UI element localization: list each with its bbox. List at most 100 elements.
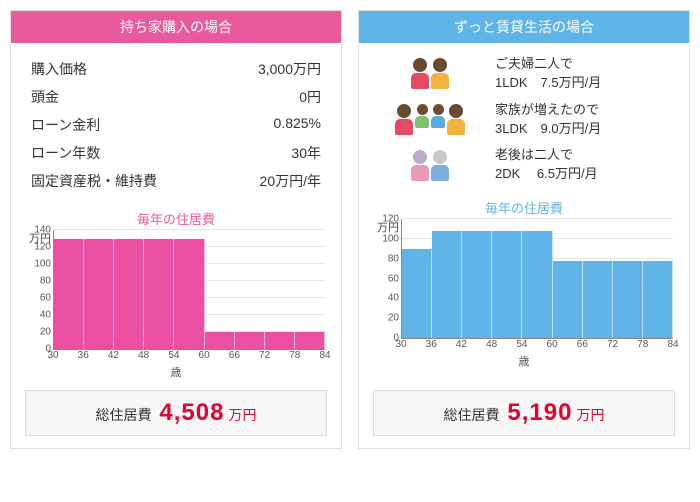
chart-plot: 020406080100120 [401, 219, 673, 339]
x-tick: 84 [319, 350, 330, 361]
total-box-rental: 総住居費 5,190万円 [373, 390, 675, 436]
y-tick: 20 [388, 313, 402, 324]
bar [492, 231, 522, 338]
x-tick: 72 [259, 350, 270, 361]
x-tick: 48 [486, 339, 497, 350]
person-icon [415, 104, 429, 135]
stat-label: ローン年数 [31, 143, 100, 163]
x-tick: 66 [577, 339, 588, 350]
x-tick: 42 [108, 350, 119, 361]
chart-owned: 毎年の住居費 万円 020406080100120140 30364248546… [27, 209, 325, 380]
bar [265, 332, 295, 349]
x-tick: 78 [289, 350, 300, 361]
family-icon-group [375, 58, 485, 89]
x-tick: 78 [637, 339, 648, 350]
bar [522, 231, 552, 338]
y-tick: 40 [40, 310, 54, 321]
chart-title: 毎年の住居費 [375, 198, 673, 217]
y-tick: 100 [382, 233, 402, 244]
stage-line1: ご夫婦二人で [495, 55, 601, 74]
person-icon [411, 150, 429, 181]
y-tick: 120 [34, 242, 54, 253]
x-tick: 54 [168, 350, 179, 361]
person-icon [411, 58, 429, 89]
x-tick: 84 [667, 339, 678, 350]
stage-line2: 2DK 6.5万円/月 [495, 165, 598, 184]
bar [84, 239, 114, 350]
life-stage: ご夫婦二人で1LDK 7.5万円/月 [375, 55, 673, 93]
panel-header-rental: ずっと賃貸生活の場合 [359, 11, 689, 43]
total-unit: 万円 [576, 407, 604, 423]
y-tick: 100 [34, 259, 54, 270]
person-icon [447, 104, 465, 135]
stat-value: 0.825% [274, 115, 321, 135]
x-tick: 36 [426, 339, 437, 350]
stat-row: 購入価格 3,000万円 [27, 55, 325, 83]
life-stage: 家族が増えたので3LDK 9.0万円/月 [375, 101, 673, 139]
x-tick: 42 [456, 339, 467, 350]
x-axis: 30364248546066727884 [401, 339, 673, 353]
person-icon [431, 104, 445, 135]
y-tick: 20 [40, 327, 54, 338]
bar [235, 332, 265, 349]
bar [205, 332, 235, 349]
y-tick: 80 [388, 253, 402, 264]
panel-owned-home: 持ち家購入の場合 購入価格 3,000万円頭金 0円ローン金利0.825% ローン年数… [10, 10, 342, 449]
stat-value: 30年 [291, 143, 321, 163]
bar [402, 249, 432, 338]
stat-label: 固定資産税・維持費 [31, 171, 157, 191]
stage-line2: 1LDK 7.5万円/月 [495, 74, 601, 93]
x-tick: 60 [199, 350, 210, 361]
panel-header-owned: 持ち家購入の場合 [11, 11, 341, 43]
bar [583, 261, 613, 338]
stat-row: ローン金利0.825% [27, 111, 325, 139]
y-tick: 40 [388, 293, 402, 304]
panel-body-rental: ご夫婦二人で1LDK 7.5万円/月家族が増えたので3LDK 9.0万円/月老後… [359, 43, 689, 380]
stats-list: 購入価格 3,000万円頭金 0円ローン金利0.825% ローン年数 30年固定資産税・… [27, 55, 325, 195]
stat-label: 購入価格 [31, 59, 87, 79]
stage-line1: 家族が増えたので [495, 101, 601, 120]
total-label: 総住居費 [96, 407, 152, 423]
chart-rental: 毎年の住居費 万円 020406080100120 30364248546066… [375, 198, 673, 369]
x-axis: 30364248546066727884 [53, 350, 325, 364]
chart-title: 毎年の住居費 [27, 209, 325, 228]
total-unit: 万円 [228, 407, 256, 423]
bar [114, 239, 144, 350]
person-icon [431, 150, 449, 181]
person-icon [395, 104, 413, 135]
bar [553, 261, 583, 338]
bar [54, 239, 84, 350]
life-stage: 老後は二人で2DK 6.5万円/月 [375, 146, 673, 184]
stage-line2: 3LDK 9.0万円/月 [495, 120, 601, 139]
bar [295, 332, 325, 349]
x-axis-unit: 歳 [375, 353, 673, 369]
y-tick: 140 [34, 225, 54, 236]
family-icon-group [375, 150, 485, 181]
stage-text: ご夫婦二人で1LDK 7.5万円/月 [495, 55, 601, 93]
person-icon [431, 58, 449, 89]
total-box-owned: 総住居費 4,508万円 [25, 390, 327, 436]
bar [613, 261, 643, 338]
stat-row: 頭金 0円 [27, 83, 325, 111]
panel-rental: ずっと賃貸生活の場合 ご夫婦二人で1LDK 7.5万円/月家族が増えたので3LD… [358, 10, 690, 449]
family-icon-group [375, 104, 485, 135]
y-tick: 60 [40, 293, 54, 304]
panel-body-owned: 購入価格 3,000万円頭金 0円ローン金利0.825% ローン年数 30年固定資産税・… [11, 43, 341, 380]
x-tick: 48 [138, 350, 149, 361]
stat-value: 0円 [299, 87, 321, 107]
stat-label: 頭金 [31, 87, 59, 107]
total-value: 5,190 [507, 399, 572, 426]
bar [144, 239, 174, 350]
x-tick: 30 [395, 339, 406, 350]
x-tick: 72 [607, 339, 618, 350]
stat-value: 3,000万円 [258, 59, 321, 79]
x-tick: 30 [47, 350, 58, 361]
x-axis-unit: 歳 [27, 364, 325, 380]
total-value: 4,508 [159, 399, 224, 426]
stat-value: 20万円/年 [260, 171, 321, 191]
chart-plot: 020406080100120140 [53, 230, 325, 350]
y-tick: 60 [388, 273, 402, 284]
stage-line1: 老後は二人で [495, 146, 598, 165]
x-tick: 66 [229, 350, 240, 361]
stage-text: 老後は二人で2DK 6.5万円/月 [495, 146, 598, 184]
